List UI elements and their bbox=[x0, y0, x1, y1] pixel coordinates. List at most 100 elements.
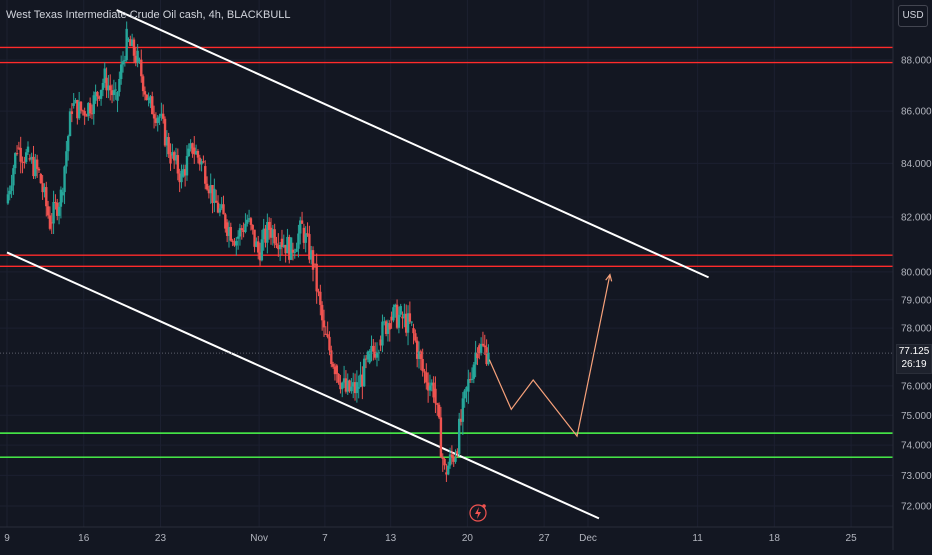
projection-polyline bbox=[488, 274, 611, 438]
candle-body bbox=[222, 204, 225, 215]
candle-body bbox=[414, 333, 417, 341]
last-price-tag: 77.125 26:19 bbox=[896, 344, 932, 374]
candle-body bbox=[253, 229, 256, 247]
candle-body bbox=[341, 382, 344, 390]
candle-body bbox=[151, 96, 154, 115]
candle-body bbox=[176, 155, 180, 174]
projection-path[interactable] bbox=[488, 273, 613, 438]
candle-body bbox=[63, 166, 66, 193]
candle-body bbox=[434, 388, 437, 404]
candle-body bbox=[370, 345, 373, 351]
candle-body bbox=[23, 161, 26, 163]
candle-body bbox=[273, 229, 276, 244]
candle-body bbox=[483, 345, 486, 348]
candle-body bbox=[258, 252, 262, 261]
price-tick-label: 80.000 bbox=[901, 267, 932, 278]
candle-body bbox=[368, 350, 371, 363]
candle-body bbox=[48, 215, 52, 229]
candle-body bbox=[357, 387, 360, 389]
price-tick-label: 72.000 bbox=[901, 502, 932, 513]
price-axis[interactable]: 88.000 86.000 84.000 82.000 80.000 79.000 78.0… bbox=[892, 0, 932, 550]
candle-body bbox=[457, 418, 461, 454]
price-tick-label: 88.000 bbox=[901, 56, 932, 67]
candle-body bbox=[202, 161, 205, 163]
horizontal-levels[interactable] bbox=[0, 46, 893, 458]
candle-body bbox=[65, 151, 68, 167]
candle-body bbox=[333, 366, 337, 375]
candle-body bbox=[317, 291, 320, 293]
candle-body bbox=[154, 118, 158, 123]
candle-body bbox=[447, 465, 450, 475]
lightning-icon-dot bbox=[482, 504, 486, 508]
candle-body bbox=[15, 153, 19, 155]
candle-body bbox=[57, 206, 61, 216]
candle-body bbox=[474, 352, 477, 365]
candle-body bbox=[110, 90, 114, 96]
candle-body bbox=[209, 185, 212, 194]
candle-body bbox=[251, 224, 254, 230]
candle-body bbox=[196, 151, 200, 158]
candle-body bbox=[178, 173, 181, 183]
candle-body bbox=[37, 168, 41, 171]
candle-body bbox=[481, 343, 485, 346]
candle-body bbox=[225, 222, 229, 236]
candle-body bbox=[26, 146, 30, 153]
candle-body bbox=[319, 291, 322, 305]
price-tick-label: 76.000 bbox=[901, 381, 932, 392]
candle-body bbox=[280, 238, 284, 247]
candle-body bbox=[299, 220, 302, 234]
price-tick-label: 75.000 bbox=[901, 411, 932, 422]
candle-body bbox=[116, 91, 119, 101]
candle-body bbox=[227, 227, 231, 236]
trend-lines[interactable] bbox=[6, 9, 709, 520]
candle-body bbox=[346, 380, 349, 392]
candle-body bbox=[425, 372, 428, 383]
candle-body bbox=[207, 189, 211, 194]
bar-countdown: 26:19 bbox=[901, 359, 927, 370]
candle-body bbox=[330, 350, 333, 364]
candle-body bbox=[77, 101, 81, 119]
candle-body bbox=[163, 118, 167, 146]
time-axis[interactable]: 9 16 23 Nov 7 13 20 27 Dec 11 18 25 bbox=[0, 526, 893, 544]
candle-body bbox=[112, 90, 116, 96]
lightning-icon bbox=[469, 504, 487, 522]
candle-body bbox=[125, 28, 128, 61]
candle-body bbox=[436, 403, 439, 405]
candle-body bbox=[324, 333, 328, 335]
candle-body bbox=[308, 234, 311, 260]
candle-body bbox=[467, 379, 470, 392]
last-price-value: 77.125 bbox=[898, 346, 930, 357]
candle-body bbox=[121, 61, 125, 65]
candle-body bbox=[472, 364, 476, 379]
candle-body bbox=[244, 223, 247, 233]
candle-body bbox=[182, 169, 185, 177]
candle-body bbox=[81, 110, 85, 112]
candle-body bbox=[94, 91, 97, 101]
candle-body bbox=[96, 91, 99, 97]
candle-body bbox=[218, 208, 222, 213]
candle-body bbox=[392, 307, 395, 321]
candle-body bbox=[240, 228, 243, 231]
candle-body bbox=[132, 39, 136, 56]
candle-body bbox=[205, 183, 209, 190]
candle-body bbox=[269, 227, 273, 238]
candle-body bbox=[246, 219, 249, 224]
candle-body bbox=[39, 174, 43, 184]
candle-body bbox=[101, 82, 105, 90]
candle-body bbox=[162, 113, 165, 119]
candle-body bbox=[461, 398, 465, 422]
candle-body bbox=[193, 147, 196, 155]
candle-body bbox=[152, 114, 156, 119]
candle-body bbox=[45, 187, 48, 207]
candle-body bbox=[406, 313, 410, 333]
candle-body bbox=[390, 316, 393, 321]
candle-body bbox=[452, 456, 455, 462]
currency-button[interactable]: USD bbox=[898, 5, 928, 27]
candle-body bbox=[342, 378, 346, 383]
time-tick-label: 13 bbox=[385, 533, 397, 544]
candle-body bbox=[395, 304, 399, 328]
candle-body bbox=[138, 59, 141, 61]
candle-body bbox=[32, 156, 35, 177]
